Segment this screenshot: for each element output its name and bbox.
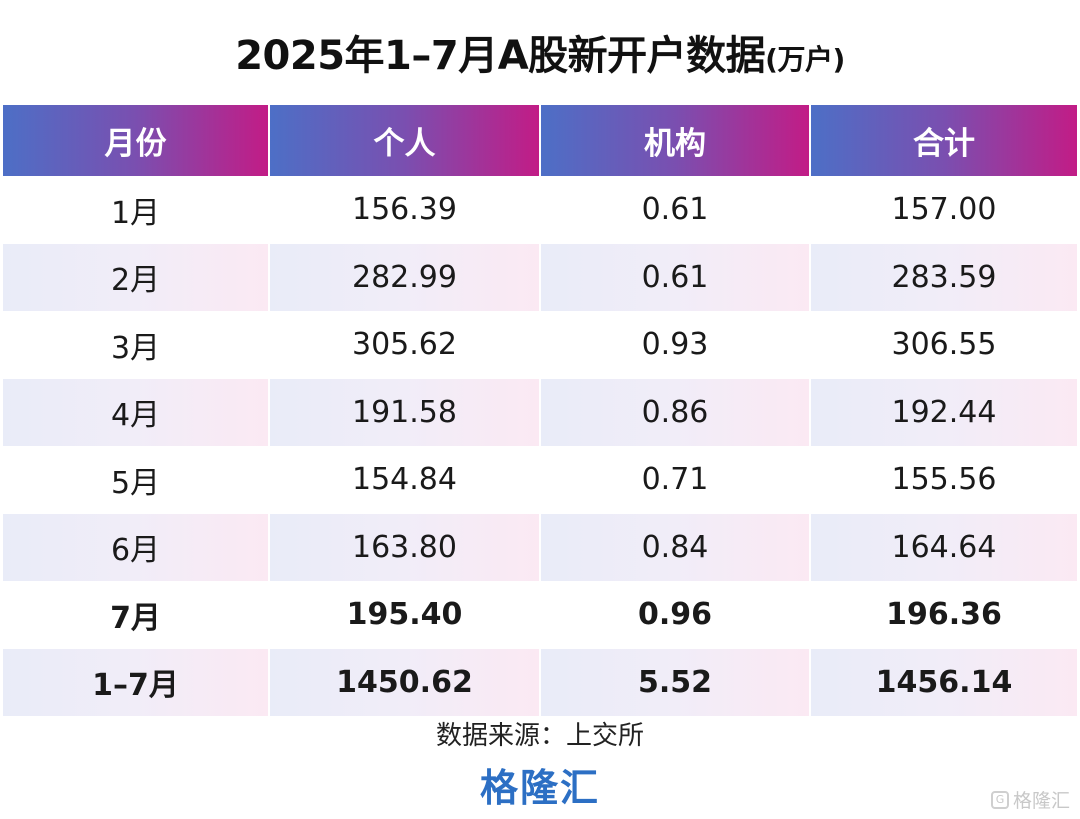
cell-institution: 0.84 xyxy=(539,513,809,581)
cell-individual: 195.40 xyxy=(346,597,463,633)
table-header-row: 月份 个人 机构 合计 xyxy=(3,105,1077,176)
cell-total: 157.00 xyxy=(891,192,997,228)
cell-institution: 0.61 xyxy=(539,243,809,311)
cell-month: 4月 xyxy=(3,378,268,446)
header-month: 月份 xyxy=(3,105,268,176)
gelonghui-logo-icon: G xyxy=(990,790,1009,809)
table-row-total: 1–7月 1450.62 5.52 1456.14 xyxy=(3,648,1077,716)
cell-month: 7月 xyxy=(110,600,161,636)
table-row: 5月 154.84 0.71 155.56 xyxy=(3,446,1077,514)
cell-individual: 154.84 xyxy=(352,462,457,498)
header-total: 合计 xyxy=(809,105,1077,176)
cell-total: 164.64 xyxy=(809,513,1077,581)
header-institution: 机构 xyxy=(539,105,809,176)
cell-individual: 163.80 xyxy=(268,513,539,581)
cell-institution: 0.93 xyxy=(641,327,709,363)
cell-institution: 0.71 xyxy=(641,462,709,498)
table-row: 1月 156.39 0.61 157.00 xyxy=(3,176,1077,244)
table-row: 7月 195.40 0.96 196.36 xyxy=(3,581,1077,649)
account-opening-table: 月份 个人 机构 合计 1月 156.39 0.61 157.00 2月 282… xyxy=(3,105,1077,716)
cell-total: 196.36 xyxy=(886,597,1002,633)
cell-month: 1月 xyxy=(110,195,161,231)
cell-individual: 156.39 xyxy=(352,192,457,228)
cell-month: 6月 xyxy=(3,513,268,581)
watermark: G 格隆汇 xyxy=(990,786,1070,813)
title-main: 2025年1–7月A股新开户数据 xyxy=(235,33,766,79)
cell-individual: 1450.62 xyxy=(268,648,539,716)
cell-month: 2月 xyxy=(3,243,268,311)
cell-individual: 305.62 xyxy=(352,327,457,363)
data-source-note: 数据来源：上交所 xyxy=(435,721,644,751)
cell-total: 192.44 xyxy=(809,378,1077,446)
cell-institution: 5.52 xyxy=(539,648,809,716)
brand-logo-text: 格隆汇 xyxy=(479,766,600,810)
table-row: 2月 282.99 0.61 283.59 xyxy=(3,243,1077,311)
cell-total: 1456.14 xyxy=(809,648,1077,716)
table-row: 3月 305.62 0.93 306.55 xyxy=(3,311,1077,379)
cell-month: 3月 xyxy=(110,330,161,366)
cell-month: 5月 xyxy=(110,465,161,501)
cell-individual: 282.99 xyxy=(268,243,539,311)
cell-total: 155.56 xyxy=(891,462,997,498)
cell-month: 1–7月 xyxy=(3,648,268,716)
table-row: 4月 191.58 0.86 192.44 xyxy=(3,378,1077,446)
cell-institution: 0.96 xyxy=(637,597,713,633)
cell-total: 306.55 xyxy=(891,327,997,363)
cell-total: 283.59 xyxy=(809,243,1077,311)
title-unit: (万户) xyxy=(765,43,845,76)
cell-individual: 191.58 xyxy=(268,378,539,446)
header-individual: 个人 xyxy=(268,105,539,176)
page-title: 2025年1–7月A股新开户数据(万户) xyxy=(0,26,1080,90)
cell-institution: 0.86 xyxy=(539,378,809,446)
watermark-text: 格隆汇 xyxy=(1012,790,1070,812)
table-row: 6月 163.80 0.84 164.64 xyxy=(3,513,1077,581)
cell-institution: 0.61 xyxy=(641,192,709,228)
